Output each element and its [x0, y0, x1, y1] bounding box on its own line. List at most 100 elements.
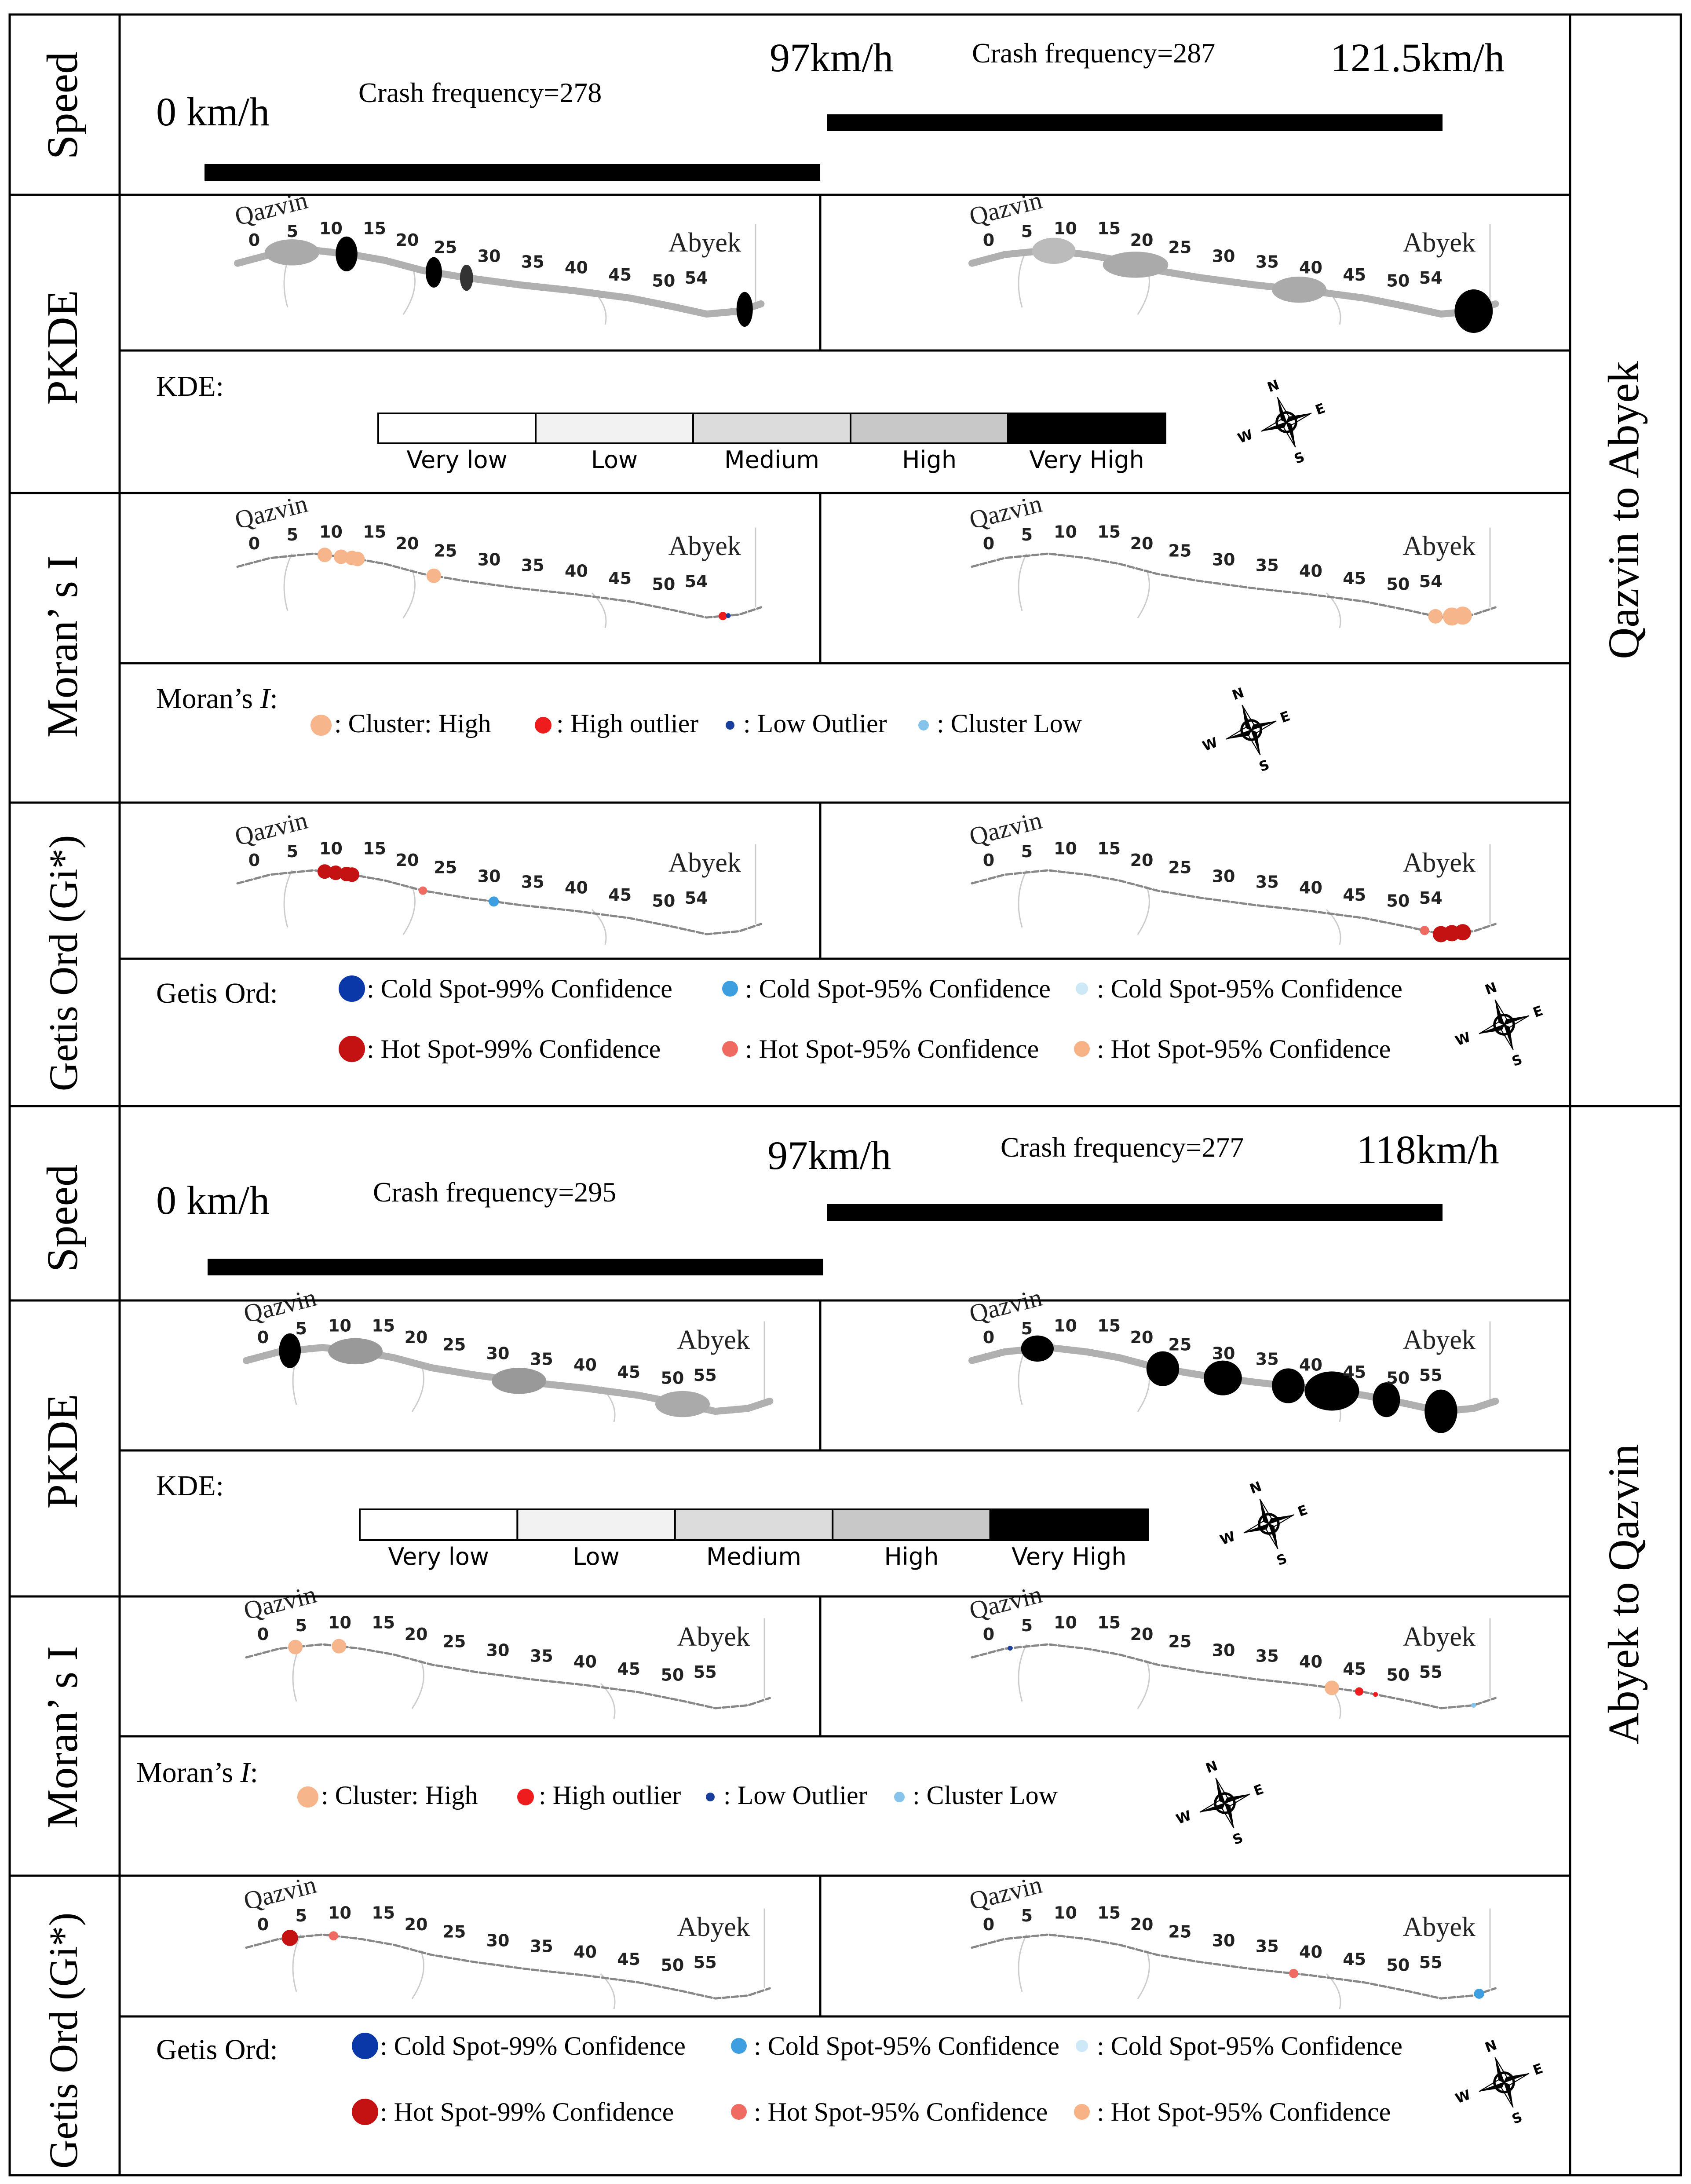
cluster-marker: [288, 1640, 303, 1654]
density-hotspot: [425, 257, 442, 288]
getis-legend-label: : Cold Spot-99% Confidence: [367, 974, 672, 1003]
speed-bar-high: [827, 1204, 1443, 1221]
km-label: 45: [608, 265, 632, 285]
km-label: 20: [396, 230, 419, 250]
km-label: 35: [530, 1937, 553, 1956]
km-label: 55: [1419, 1366, 1443, 1385]
compass-letter: E: [1296, 1502, 1310, 1520]
mid-speed: 97km/h: [770, 35, 893, 80]
getis-legend-label: : Hot Spot-95% Confidence: [745, 1034, 1039, 1063]
road-line: [971, 1643, 1497, 1709]
side-roads: [1018, 527, 1491, 628]
km-label: 5: [296, 1906, 307, 1925]
km-label: 0: [257, 1915, 269, 1934]
direction-label: Abyek to Qazvin: [1599, 1444, 1648, 1744]
getis-legend-marker: [352, 2099, 378, 2125]
km-label: 0: [248, 851, 260, 870]
compass-star: [1252, 388, 1320, 456]
cluster-marker: [350, 551, 365, 566]
cluster-marker: [1454, 606, 1472, 625]
km-label: 5: [1021, 842, 1033, 861]
kde-legend-swatch: [674, 1508, 834, 1541]
cluster-marker: [489, 896, 499, 907]
pkde-map-low-speed: 0 5 10 15 20 25 30 35 40 45 50 55 Qazvin Abyek: [241, 1283, 774, 1422]
crash-frequency-left: Crash frequency=295: [373, 1176, 616, 1208]
km-label: 50: [1386, 891, 1410, 910]
km-label: 35: [1256, 1647, 1279, 1666]
getis-legend-label: : Cold Spot-95% Confidence: [745, 974, 1051, 1003]
compass-rose: N E S W: [1453, 2037, 1545, 2127]
city-label-start: Qazvin: [232, 806, 310, 851]
km-label: 35: [1256, 556, 1279, 575]
km-label: 15: [1097, 1903, 1121, 1923]
moran-legend: : Cluster: High: High outlier: Low Outli…: [297, 1781, 1058, 1810]
km-label: 54: [685, 888, 708, 908]
cluster-marker: [726, 613, 731, 618]
cluster-marker: [1324, 1680, 1339, 1695]
city-label-end: Abyek: [1403, 1622, 1476, 1652]
city-label-start: Qazvin: [966, 806, 1045, 851]
city-label-end: Abyek: [677, 1912, 750, 1942]
km-label: 45: [1343, 885, 1366, 905]
side-roads: [1018, 1908, 1491, 2009]
moran-legend-label: : Cluster Low: [913, 1781, 1058, 1810]
km-label: 30: [486, 1344, 510, 1363]
moran-map-high-speed: 0 5 10 15 20 25 30 35 40 45 50 55 Qazvin Abyek: [966, 1580, 1497, 1719]
side-roads: [283, 224, 756, 325]
km-label: 0: [983, 1328, 994, 1347]
getis-legend-label: : Cold Spot-95% Confidence: [1097, 2031, 1402, 2060]
kde-legend-swatch: [989, 1508, 1149, 1541]
km-label: 5: [296, 1616, 307, 1635]
getis-map-low-speed: 0 5 10 15 20 25 30 35 40 45 50 54 Qazvin Abyek: [232, 806, 762, 945]
km-label: 10: [1054, 839, 1077, 858]
km-label: 35: [521, 252, 544, 272]
km-label: 5: [1021, 1906, 1033, 1925]
speed-bar-high: [827, 114, 1443, 131]
moran-legend-marker: [894, 1792, 905, 1802]
compass-letter: S: [1275, 1551, 1289, 1569]
km-label: 45: [1343, 1659, 1366, 1679]
moran-legend-label: : High outlier: [539, 1781, 681, 1810]
km-label: 40: [1299, 1943, 1322, 1962]
cluster-marker: [317, 548, 332, 562]
km-label: 35: [1256, 1350, 1279, 1369]
density-hotspot: [1272, 1368, 1305, 1403]
km-label: 25: [1168, 858, 1191, 877]
end-speed: 121.5km/h: [1330, 35, 1505, 80]
km-label: 30: [486, 1640, 510, 1660]
moran-legend-label: : Low Outlier: [743, 709, 887, 738]
compass-icon: N E S W: [1200, 685, 1292, 775]
km-label: 30: [1212, 246, 1235, 266]
road-line: [234, 246, 765, 318]
city-label-start: Qazvin: [966, 1580, 1045, 1625]
density-hotspot: [492, 1368, 546, 1394]
getis-legend-label: : Cold Spot-95% Confidence: [1097, 974, 1402, 1003]
km-label: 20: [1130, 534, 1154, 553]
km-label: 5: [296, 1319, 307, 1338]
city-label-end: Abyek: [677, 1622, 750, 1652]
km-label: 10: [319, 219, 343, 238]
crash-frequency-left: Crash frequency=278: [358, 77, 602, 108]
city-label-end: Abyek: [668, 531, 741, 561]
density-hotspot: [1103, 252, 1169, 278]
compass-letter: N: [1230, 685, 1246, 704]
km-label: 5: [1021, 1616, 1033, 1635]
km-label: 54: [685, 572, 708, 591]
km-label: 5: [287, 222, 298, 241]
pkde-row-label: PKDE: [38, 290, 87, 405]
km-label: 20: [405, 1915, 428, 1934]
km-label: 45: [1343, 569, 1366, 588]
density-hotspot: [736, 292, 753, 327]
getis-legend-marker: [722, 981, 738, 997]
km-label: 25: [442, 1632, 466, 1651]
km-label: 40: [1299, 1652, 1322, 1672]
km-label: 20: [1130, 1625, 1154, 1644]
compass-rose: N E S W: [1218, 1479, 1310, 1569]
getis-legend-marker: [731, 2038, 747, 2054]
km-label: 15: [1097, 1613, 1121, 1633]
compass-rose: N E S W: [1235, 377, 1327, 467]
city-label-start: Qazvin: [966, 489, 1045, 535]
